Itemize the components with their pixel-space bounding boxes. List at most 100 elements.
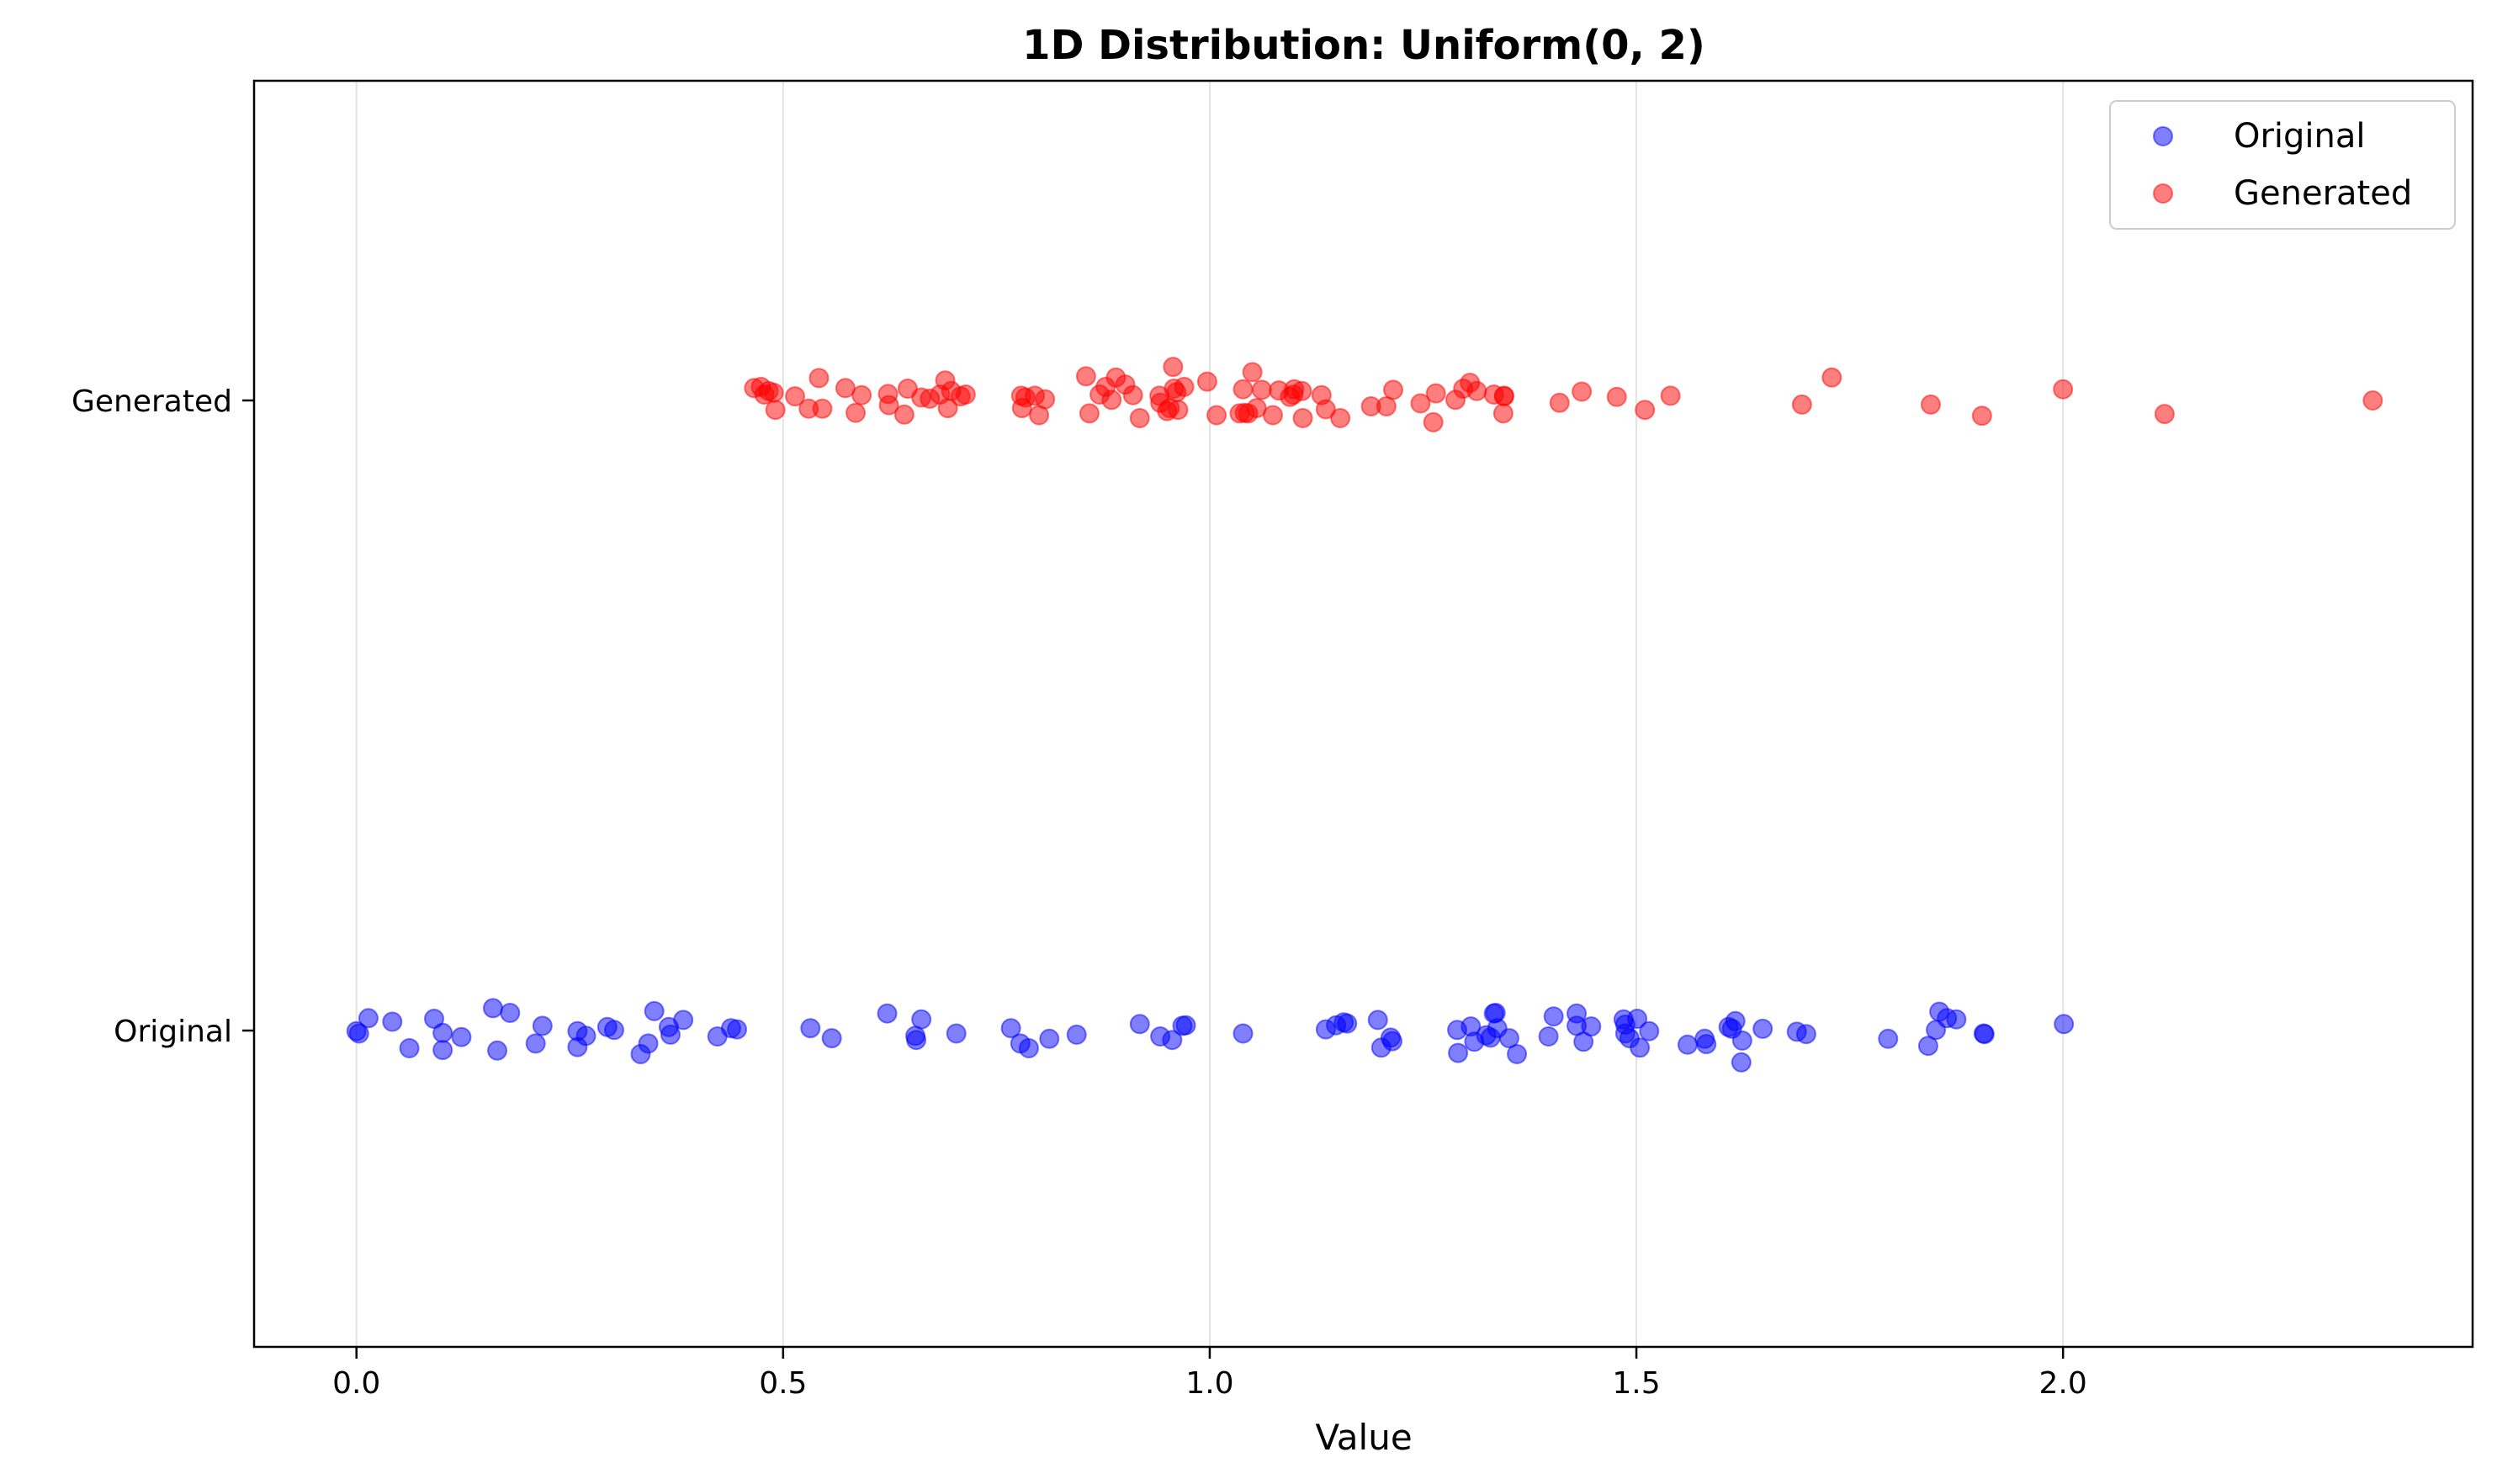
data-point — [946, 1023, 967, 1044]
data-point — [1163, 357, 1184, 378]
data-point — [1639, 1020, 1660, 1041]
chart-title: 1D Distribution: Uniform(0, 2) — [1022, 22, 1705, 69]
data-point — [1175, 1015, 1196, 1036]
legend-marker-original — [2153, 126, 2173, 146]
data-point — [500, 1003, 521, 1023]
data-point — [1731, 1052, 1752, 1073]
data-point — [1367, 1010, 1388, 1031]
data-point — [2053, 379, 2074, 400]
data-point — [893, 404, 915, 425]
data-point — [1466, 380, 1487, 401]
plot-frame — [252, 79, 2474, 1349]
data-point — [638, 1033, 659, 1054]
data-point — [1630, 1037, 1651, 1058]
data-point — [1410, 393, 1431, 414]
data-point — [575, 1026, 596, 1047]
data-point — [1635, 400, 1656, 421]
data-point — [878, 395, 899, 416]
data-point — [1079, 403, 1100, 424]
data-point — [812, 398, 833, 419]
data-point — [906, 1030, 927, 1051]
x-tick-label: 0.5 — [759, 1366, 807, 1401]
data-point — [1196, 371, 1217, 392]
generated-series — [744, 357, 2383, 432]
data-point — [487, 1040, 508, 1061]
data-point — [1039, 1028, 1060, 1049]
data-point — [1381, 1031, 1402, 1052]
data-point — [1878, 1028, 1899, 1049]
data-point — [1425, 383, 1446, 404]
data-point — [1971, 405, 1992, 427]
data-point — [1448, 1042, 1469, 1063]
data-point — [2054, 1014, 2075, 1035]
data-point — [1262, 405, 1283, 426]
data-point — [673, 1010, 694, 1031]
data-point — [763, 382, 784, 403]
data-point — [1251, 379, 1272, 400]
data-point — [1129, 1014, 1150, 1035]
data-point — [1242, 362, 1263, 383]
legend-marker-generated — [2153, 183, 2173, 204]
y-tick-label-generated: Generated — [72, 384, 232, 419]
x-tick-label: 2.0 — [2039, 1366, 2087, 1401]
data-point — [382, 1011, 403, 1032]
data-point — [644, 1000, 665, 1021]
data-point — [808, 368, 830, 389]
data-point — [525, 1033, 546, 1054]
data-point — [1696, 1034, 1717, 1055]
data-point — [1174, 376, 1195, 397]
data-point — [821, 1028, 842, 1049]
data-point — [1795, 1024, 1816, 1045]
x-axis-ticks: 0.0 0.5 1.0 1.5 2.0 — [332, 1347, 2087, 1401]
data-point — [1543, 1006, 1564, 1027]
data-point — [2154, 404, 2175, 425]
data-point — [765, 400, 786, 421]
data-point — [1725, 1010, 1746, 1031]
data-point — [1337, 1013, 1358, 1034]
data-point — [1627, 1009, 1648, 1029]
data-point — [1101, 390, 1122, 411]
data-point — [1233, 1023, 1254, 1044]
data-point — [451, 1026, 472, 1047]
data-point — [1122, 384, 1143, 405]
data-point — [399, 1038, 420, 1058]
data-point — [348, 1023, 369, 1044]
data-point — [1660, 385, 1681, 406]
data-point — [1538, 1026, 1559, 1047]
data-point — [1315, 399, 1336, 420]
data-point — [1035, 389, 1056, 410]
data-point — [1572, 381, 1593, 402]
data-point — [1821, 367, 1842, 388]
data-point — [1292, 408, 1313, 428]
x-tick-label: 1.0 — [1185, 1366, 1233, 1401]
x-axis-label: Value — [1315, 1417, 1412, 1458]
data-point — [1606, 386, 1627, 407]
data-point — [800, 1018, 821, 1039]
data-point — [1549, 392, 1570, 413]
data-point — [911, 1009, 932, 1030]
legend-label-original: Original — [2234, 117, 2366, 156]
data-point — [877, 1003, 898, 1024]
x-gridlines — [355, 81, 2065, 1347]
data-point — [1498, 1028, 1519, 1049]
data-point — [432, 1022, 453, 1043]
data-point — [1920, 394, 1941, 415]
data-point — [1731, 1030, 1752, 1051]
data-point — [1581, 1016, 1602, 1037]
data-point — [785, 386, 806, 407]
data-point — [604, 1020, 625, 1041]
data-point — [1974, 1024, 1995, 1045]
data-point — [1917, 1036, 1938, 1057]
data-point — [2362, 390, 2383, 411]
legend-label-generated: Generated — [2234, 174, 2412, 213]
data-point — [1492, 403, 1514, 424]
data-point — [482, 998, 503, 1019]
data-point — [432, 1040, 453, 1061]
original-series — [346, 998, 2075, 1073]
data-point — [1206, 405, 1227, 426]
data-point — [846, 402, 867, 423]
data-point — [1291, 380, 1312, 401]
data-point — [1677, 1034, 1698, 1055]
data-point — [1168, 400, 1189, 421]
